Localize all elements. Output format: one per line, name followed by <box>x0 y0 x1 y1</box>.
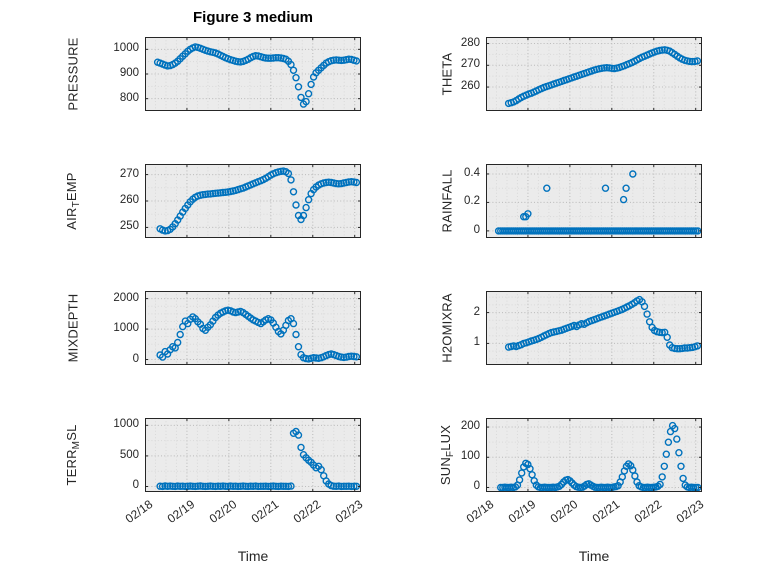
y-tick-label: 0.4 <box>464 166 480 179</box>
y-axis-label-pressure: PRESSURE <box>65 37 81 111</box>
y-tick-label: 500 <box>119 448 139 461</box>
axes-4 <box>144 290 361 365</box>
y-tick-label: 0.2 <box>464 195 480 208</box>
y-tick-label: 900 <box>119 67 139 79</box>
y-tick-label: 100 <box>460 450 480 463</box>
axes-1 <box>485 37 702 111</box>
y-axis-label-h2omixra: H2OMIXRA <box>439 293 455 363</box>
plot-terr-msl <box>144 418 361 492</box>
y-tick-label: 2000 <box>113 291 139 304</box>
axes-6 <box>144 418 361 492</box>
y-axis-label-air-temp: AIRTEMP <box>64 172 82 230</box>
y-tick-label: 270 <box>119 167 139 180</box>
y-tick-label: 0 <box>132 479 139 492</box>
y-tick-label: 260 <box>460 80 480 93</box>
x-axis-title-left: Time <box>237 548 269 564</box>
y-axis-label-theta: THETA <box>439 52 455 96</box>
figure-title: Figure 3 medium <box>192 9 314 26</box>
y-tick-label: 280 <box>460 36 480 49</box>
y-tick-label: 1000 <box>113 42 139 55</box>
y-tick-label: 1000 <box>113 418 139 431</box>
y-tick-label: 1 <box>473 336 480 349</box>
y-tick-label: 0 <box>473 223 480 236</box>
y-axis-label-mixdepth: MIXDEPTH <box>65 293 81 363</box>
plot-airtemp <box>144 164 361 238</box>
y-tick-label: 800 <box>119 91 139 104</box>
y-tick-label: 260 <box>119 194 139 206</box>
y-axis-label-sun-flux: SUNFLUX <box>438 424 456 486</box>
y-tick-label: 200 <box>460 420 480 433</box>
plot-theta <box>485 37 702 111</box>
y-axis-label-rainfall: RAINFALL <box>439 169 455 233</box>
axes-3 <box>485 164 702 238</box>
axes-2 <box>144 164 361 238</box>
axes-5 <box>485 291 702 365</box>
y-axis-label-terr-msl: TERRMSL <box>64 424 82 486</box>
plot-h2omixra <box>485 291 702 365</box>
y-tick-label: 250 <box>119 220 139 233</box>
axes-7 <box>485 418 702 492</box>
y-tick-label: 0 <box>473 480 480 493</box>
y-tick-label: 2 <box>473 305 480 318</box>
y-tick-label: 0 <box>132 352 139 365</box>
y-tick-label: 270 <box>460 58 480 71</box>
plot-sun-flux <box>485 418 702 492</box>
x-axis-title-right: Time <box>578 548 610 564</box>
axes-0 <box>144 36 361 112</box>
plot-rainfall <box>485 164 702 238</box>
plot-pressure <box>144 36 361 112</box>
plot-mixdepth <box>144 290 361 365</box>
y-tick-label: 1000 <box>113 322 139 335</box>
